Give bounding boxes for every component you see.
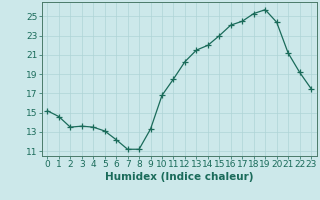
- X-axis label: Humidex (Indice chaleur): Humidex (Indice chaleur): [105, 172, 253, 182]
